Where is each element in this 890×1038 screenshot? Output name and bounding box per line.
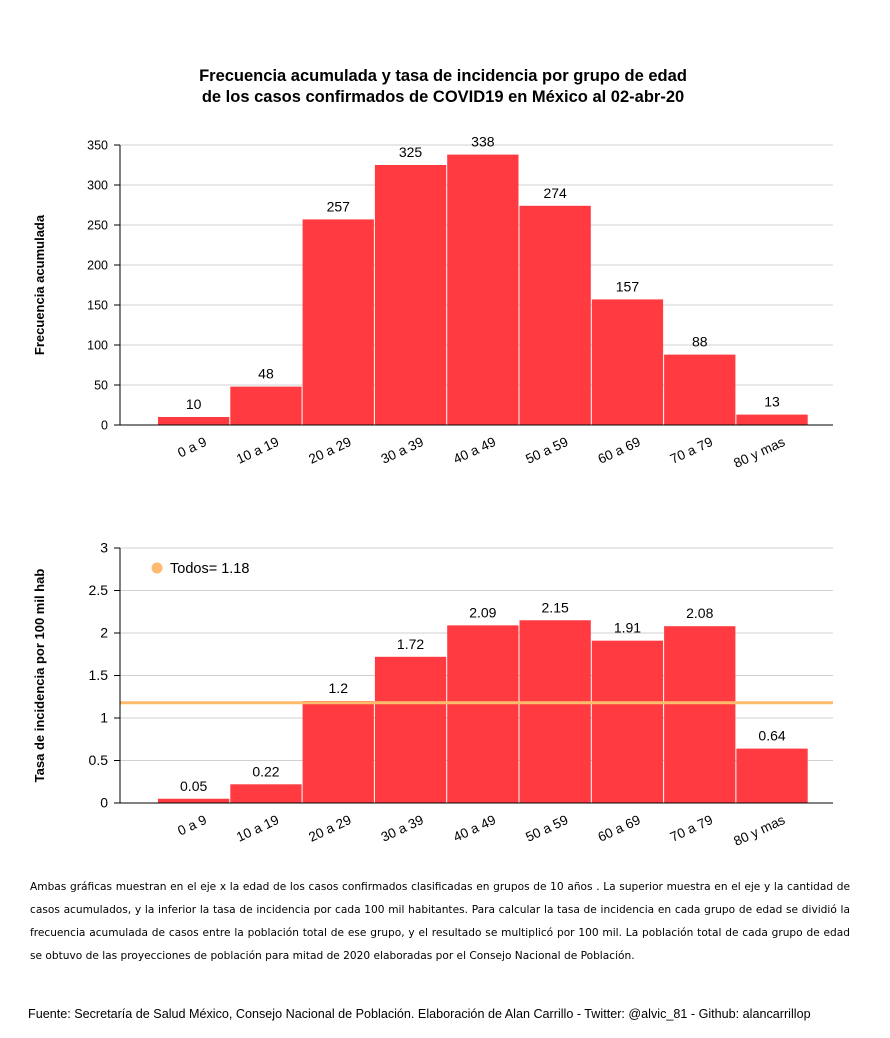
y-tick-label: 3 [100, 540, 108, 556]
x-tick-label: 70 a 79 [668, 434, 715, 467]
bar [447, 625, 519, 803]
x-tick-label: 40 a 49 [451, 812, 498, 845]
bar [519, 205, 591, 425]
y-tick-label: 350 [87, 139, 108, 153]
bar-value-label: 338 [471, 134, 495, 150]
y-tick-label: 0 [101, 419, 108, 433]
y-tick-label: 0 [100, 795, 108, 811]
chart-title-line-2: de los casos confirmados de COVID19 en M… [201, 88, 685, 106]
legend-label: Todos= 1.18 [170, 561, 249, 577]
x-tick-label: 50 a 59 [523, 812, 570, 845]
bar-value-label: 157 [616, 278, 640, 294]
y-tick-label: 50 [94, 379, 108, 393]
bar-value-label: 13 [764, 394, 780, 410]
y-tick-label: 200 [87, 259, 108, 273]
chart-title-line-1: Frecuencia acumulada y tasa de incidenci… [199, 67, 687, 85]
y-tick-label: 0.5 [89, 752, 109, 768]
bar-value-label: 0.05 [180, 778, 207, 794]
y-tick-label: 300 [87, 179, 108, 193]
y-tick-label: 2.5 [89, 582, 109, 598]
bar [374, 656, 447, 803]
bar-value-label: 1.72 [397, 636, 424, 652]
bar-value-label: 0.22 [252, 763, 279, 779]
x-tick-label: 30 a 39 [379, 812, 426, 845]
x-tick-label: 20 a 29 [306, 434, 353, 467]
y-tick-label: 250 [87, 219, 108, 233]
bar-value-label: 1.91 [614, 620, 641, 636]
source-credit: Fuente: Secretaría de Salud México, Cons… [28, 1007, 811, 1021]
legend-marker [151, 562, 163, 574]
bar-value-label: 10 [186, 396, 202, 412]
x-tick-label: 20 a 29 [306, 812, 353, 845]
chart-title: Frecuencia acumulada y tasa de incidenci… [0, 66, 886, 108]
bar [519, 620, 591, 803]
bar [158, 417, 230, 425]
bar [591, 640, 664, 803]
y-tick-label: 1 [100, 710, 108, 726]
bar [664, 626, 736, 803]
y-tick-label: 150 [87, 299, 108, 313]
bar-value-label: 325 [399, 144, 423, 160]
bar-value-label: 1.2 [329, 680, 349, 696]
x-tick-label: 10 a 19 [234, 434, 281, 467]
x-tick-label: 80 y mas [731, 434, 787, 471]
x-tick-label: 70 a 79 [668, 812, 715, 845]
bar [374, 165, 447, 425]
y-tick-label: 100 [87, 339, 108, 353]
bar [302, 701, 374, 803]
bar [230, 386, 302, 425]
bar-value-label: 257 [327, 198, 351, 214]
bar-value-label: 2.15 [542, 599, 569, 615]
x-tick-label: 60 a 69 [596, 434, 643, 467]
y-tick-label: 1.5 [89, 667, 109, 683]
bar [158, 798, 230, 803]
x-tick-label: 0 a 9 [175, 812, 209, 838]
x-tick-label: 40 a 49 [451, 434, 498, 467]
x-tick-label: 60 a 69 [596, 812, 643, 845]
y-tick-label: 2 [100, 625, 108, 641]
x-tick-label: 0 a 9 [175, 434, 209, 460]
bar [664, 354, 736, 425]
y-axis-label: Frecuencia acumulada [32, 214, 47, 355]
x-tick-label: 80 y mas [731, 812, 787, 849]
bar [591, 299, 664, 425]
x-tick-label: 50 a 59 [523, 434, 570, 467]
bar [230, 784, 302, 803]
bar [447, 154, 519, 425]
x-tick-label: 10 a 19 [234, 812, 281, 845]
bar-value-label: 2.09 [469, 604, 496, 620]
bar [302, 219, 374, 425]
bar-value-label: 48 [258, 366, 274, 382]
bar [736, 748, 808, 803]
bar-value-label: 0.64 [758, 728, 785, 744]
y-axis-label: Tasa de incidencia por 100 mil hab [32, 569, 47, 783]
bar-value-label: 88 [692, 334, 708, 350]
methodology-note: Ambas gráficas muestran en el eje x la e… [30, 881, 850, 962]
bar [736, 414, 808, 425]
bar-value-label: 2.08 [686, 605, 713, 621]
bar-value-label: 274 [543, 185, 567, 201]
x-tick-label: 30 a 39 [379, 434, 426, 467]
